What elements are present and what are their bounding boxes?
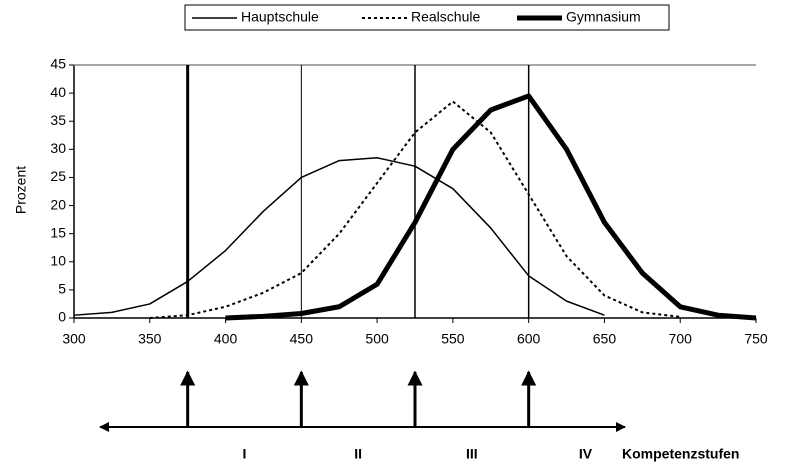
series-line: [225, 93, 757, 321]
legend-label: Hauptschule: [241, 9, 319, 25]
legend-label: Gymnasium: [566, 9, 641, 25]
series-line: [149, 100, 681, 319]
levels-title: Kompetenzstufen: [622, 446, 739, 462]
x-tick-label: 600: [517, 331, 541, 347]
x-tick-label: 500: [365, 331, 389, 347]
x-tick-label: 450: [290, 331, 314, 347]
legend-label: Realschule: [411, 9, 480, 25]
y-tick-label: 45: [50, 56, 66, 72]
series-line: [73, 157, 605, 316]
y-tick-label: 10: [50, 252, 66, 268]
y-axis-label: Prozent: [13, 166, 29, 214]
y-tick-label: 30: [50, 140, 66, 156]
y-tick-label: 0: [58, 309, 66, 325]
level-label: II: [354, 446, 362, 462]
legend-box: [184, 4, 670, 31]
x-tick-label: 650: [593, 331, 617, 347]
y-tick-label: 35: [50, 112, 66, 128]
x-tick-label: 700: [669, 331, 693, 347]
level-label: III: [466, 446, 478, 462]
x-tick-label: 350: [138, 331, 162, 347]
y-tick-label: 25: [50, 168, 66, 184]
y-tick-label: 40: [50, 84, 66, 100]
y-tick-label: 5: [58, 281, 66, 297]
level-label: IV: [579, 446, 593, 462]
x-tick-label: 400: [214, 331, 238, 347]
y-tick-label: 20: [50, 196, 66, 212]
x-tick-label: 750: [744, 331, 768, 347]
y-tick-label: 15: [50, 224, 66, 240]
level-label: I: [243, 446, 247, 462]
x-tick-label: 550: [441, 331, 465, 347]
x-tick-label: 300: [62, 331, 86, 347]
